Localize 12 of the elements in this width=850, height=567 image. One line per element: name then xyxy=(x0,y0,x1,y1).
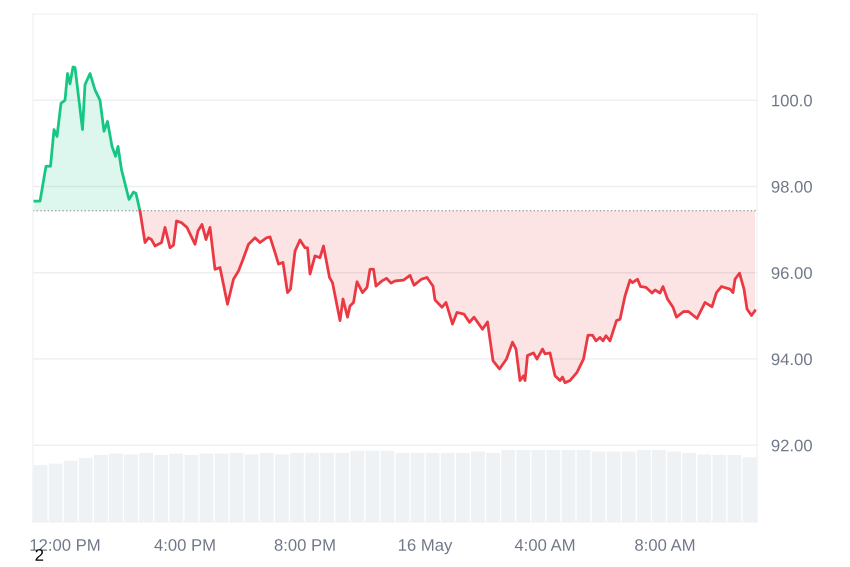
y-tick-label: 98.00 xyxy=(772,180,812,193)
x-tick-label: 16 May xyxy=(398,539,452,554)
y-tick-label: 96.00 xyxy=(772,267,812,279)
x-tick-label: 12:00 PM xyxy=(30,539,100,551)
x-tick-label: 8:00 AM xyxy=(635,539,694,551)
x-tick-label: 8:00 PM xyxy=(274,539,335,551)
x-tick-label: 4:00 AM xyxy=(514,539,574,551)
text: 2 xyxy=(36,549,44,561)
y-tick-label: 92.00 xyxy=(772,440,812,452)
x-tick-label: 4:00 PM xyxy=(154,539,215,551)
y-tick-label: 100.0 xyxy=(772,94,812,106)
y-tick-label: 94.00 xyxy=(772,353,812,366)
